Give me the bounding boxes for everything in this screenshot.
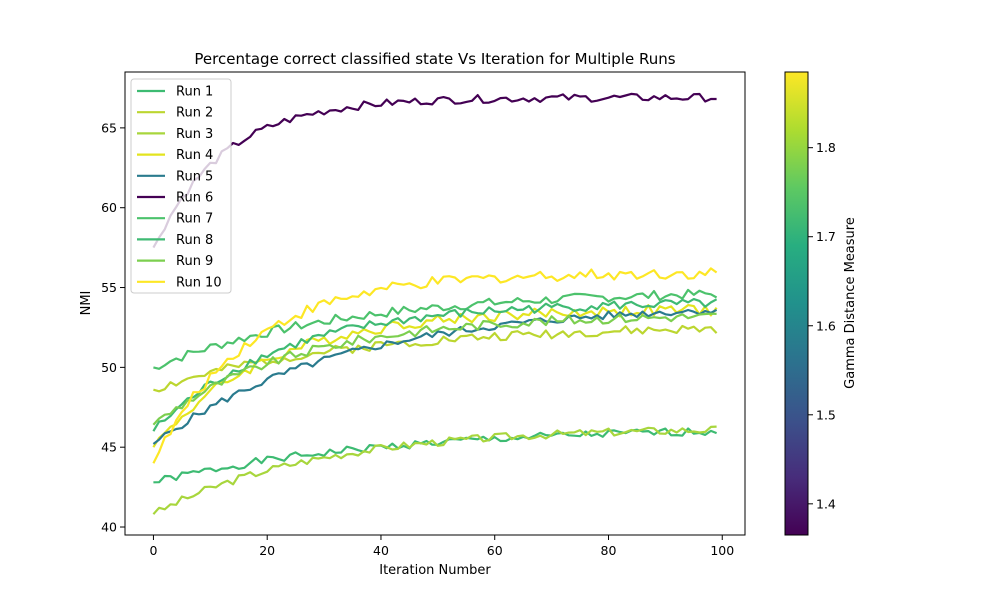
legend-label: Run 9 bbox=[176, 254, 213, 269]
series-line-run-4 bbox=[152, 304, 718, 448]
plot-frame bbox=[124, 71, 746, 536]
legend-label: Run 1 bbox=[176, 85, 213, 100]
chart-title: Percentage correct classified state Vs I… bbox=[194, 50, 675, 68]
series-line-run-9 bbox=[152, 312, 717, 426]
series-layer bbox=[152, 92, 718, 515]
y-axis: 40 45 50 55 60 65 bbox=[101, 120, 125, 535]
series-line-run-5 bbox=[152, 308, 718, 445]
series-line-run-10 bbox=[152, 267, 718, 464]
y-tick-label: 45 bbox=[101, 440, 117, 455]
legend-label: Run 6 bbox=[176, 191, 213, 206]
y-tick-label: 60 bbox=[101, 200, 117, 215]
colorbar-tick-label: 1.7 bbox=[816, 229, 836, 244]
series-line-run-2 bbox=[153, 324, 718, 393]
colorbar bbox=[784, 71, 809, 536]
x-tick-label: 100 bbox=[710, 543, 734, 558]
colorbar-tick-label: 1.5 bbox=[816, 407, 836, 422]
colorbar-tick-label: 1.8 bbox=[816, 140, 836, 155]
x-tick-label: 20 bbox=[259, 543, 275, 558]
legend-label: Run 7 bbox=[176, 212, 213, 227]
y-tick-label: 40 bbox=[101, 520, 117, 535]
legend: Run 1 Run 2 Run 3 Run 4 Run 5 Run 6 Run 7 Run 8… bbox=[130, 78, 232, 294]
series-line-run-6 bbox=[152, 92, 717, 249]
legend-label: Run 3 bbox=[176, 127, 213, 142]
x-tick-label: 80 bbox=[601, 543, 617, 558]
x-axis: 0 20 40 60 80 100 bbox=[149, 535, 734, 558]
legend-label: Run 10 bbox=[176, 275, 222, 290]
legend-label: Run 5 bbox=[176, 169, 213, 184]
colorbar-tick-label: 1.4 bbox=[816, 496, 836, 511]
x-tick-label: 0 bbox=[149, 543, 157, 558]
series-line-run-7 bbox=[153, 288, 718, 370]
y-tick-label: 65 bbox=[101, 120, 117, 135]
series-line-run-1 bbox=[153, 427, 717, 484]
legend-label: Run 4 bbox=[176, 148, 213, 163]
colorbar-tick-label: 1.6 bbox=[816, 318, 836, 333]
series-line-run-8 bbox=[152, 298, 718, 432]
colorbar-axis: 1.4 1.5 1.6 1.7 1.8 bbox=[808, 140, 836, 511]
x-tick-label: 60 bbox=[487, 543, 503, 558]
x-axis-label: Iteration Number bbox=[379, 563, 491, 578]
x-tick-label: 40 bbox=[373, 543, 389, 558]
y-axis-label: NMI bbox=[79, 291, 94, 316]
colorbar-label: Gamma Distance Measure bbox=[843, 217, 858, 389]
legend-label: Run 2 bbox=[176, 106, 213, 121]
series-line-run-3 bbox=[152, 425, 717, 515]
legend-label: Run 8 bbox=[176, 233, 213, 248]
y-tick-label: 55 bbox=[101, 280, 117, 295]
y-tick-label: 50 bbox=[101, 360, 117, 375]
